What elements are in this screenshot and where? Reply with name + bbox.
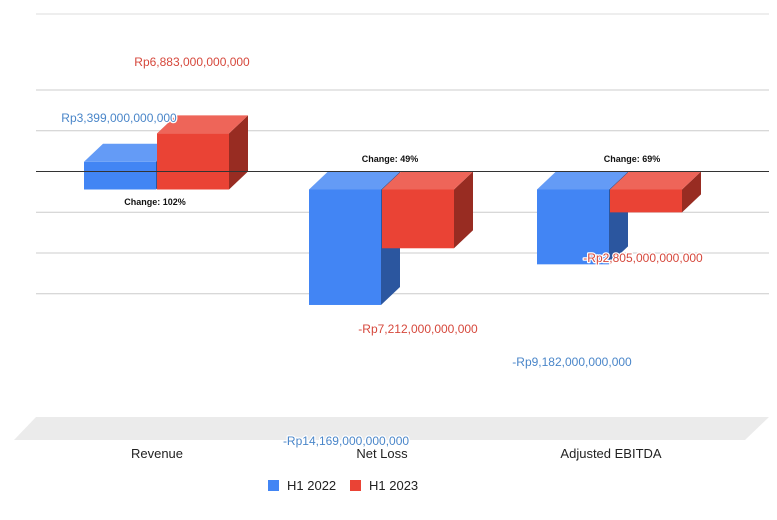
legend-label-h1-2023: H1 2023	[369, 478, 418, 493]
bar-h1-2023-side	[454, 171, 473, 249]
data-label-h1-2023: -Rp2,805,000,000,000	[583, 251, 703, 265]
bar-h1-2022-top	[84, 143, 175, 162]
legend-swatch-h1-2022	[268, 480, 279, 491]
bar-h1-2022	[84, 161, 156, 190]
bar-h1-2022-top	[537, 171, 628, 190]
legend-swatch-h1-2023	[350, 480, 361, 491]
bar-h1-2023-top	[157, 115, 248, 134]
bar-h1-2023	[610, 189, 682, 213]
bar-h1-2023-top	[610, 171, 701, 190]
category-label: Net Loss	[356, 446, 408, 461]
change-annotation: Change: 49%	[362, 154, 419, 164]
data-label-h1-2022: -Rp9,182,000,000,000	[512, 355, 632, 369]
bar-h1-2023-top	[382, 171, 473, 190]
legend-label-h1-2022: H1 2022	[287, 478, 336, 493]
change-annotation: Change: 102%	[124, 197, 186, 207]
chart-floor	[14, 417, 769, 440]
bar-h1-2022-top	[309, 171, 400, 190]
category-label: Revenue	[131, 446, 183, 461]
data-label-h1-2023: -Rp7,212,000,000,000	[358, 322, 478, 336]
data-label-h1-2022: -Rp14,169,000,000,000	[283, 434, 409, 448]
data-label-h1-2023: Rp6,883,000,000,000	[134, 55, 250, 69]
bar-h1-2023	[382, 189, 454, 249]
bar-h1-2022	[309, 189, 381, 305]
bar-h1-2022	[537, 189, 609, 265]
bar-h1-2023	[157, 133, 229, 190]
change-annotation: Change: 69%	[604, 154, 661, 164]
bar-h1-2023-side	[682, 171, 701, 213]
category-label: Adjusted EBITDA	[560, 446, 661, 461]
bar-h1-2023-side	[229, 115, 248, 190]
data-label-h1-2022: Rp3,399,000,000,000	[61, 111, 177, 125]
